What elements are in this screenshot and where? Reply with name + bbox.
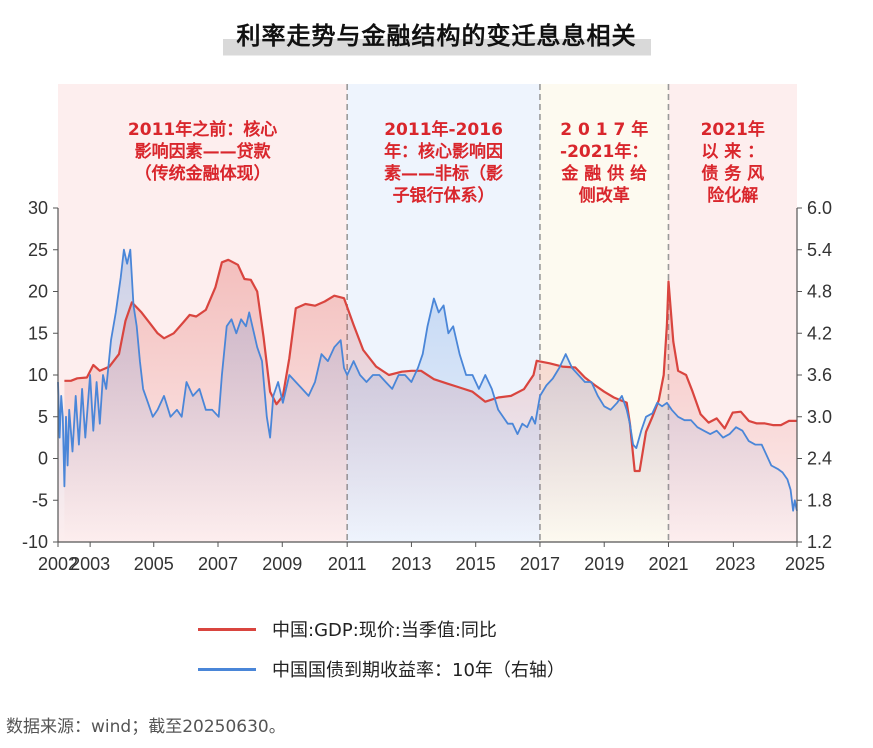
- series-lines: [57, 248, 798, 512]
- period-label-2-line-3: 素——非标（影: [384, 163, 503, 184]
- period-label-4-line-4: 险化解: [707, 185, 758, 206]
- y-left-tick-label: 15: [28, 323, 48, 343]
- y-right-tick-label: 1.8: [807, 490, 832, 510]
- x-tick-label: 2023: [715, 554, 755, 574]
- y-right-tick-label: 6.0: [807, 198, 832, 218]
- x-tick-label: 2019: [584, 554, 624, 574]
- legend-swatch-bond: [198, 667, 256, 671]
- period-label-2-line-4: 子银行体系）: [393, 185, 495, 206]
- y-right-tick-label: 4.8: [807, 282, 832, 302]
- chart-title-wrap: 利率走势与金融结构的变迁息息相关: [0, 14, 873, 57]
- y-right-tick-label: 2.4: [807, 449, 832, 469]
- period-label-1-line-2: 影响因素——贷款: [135, 141, 272, 162]
- x-tick-label: 2021: [648, 554, 688, 574]
- chart-title: 利率走势与金融结构的变迁息息相关: [222, 14, 651, 57]
- y-right-tick-label: 4.2: [807, 323, 832, 343]
- axes: 302520151050-5-106.05.44.84.23.63.02.41.…: [22, 198, 832, 574]
- x-tick-label: 2025: [785, 554, 825, 574]
- y-left-tick-label: -5: [32, 490, 48, 510]
- period-label-4-line-1: 2021年: [701, 119, 765, 140]
- period-label-1-line-1: 2011年之前：核心: [128, 119, 277, 140]
- y-right-tick-label: 3.0: [807, 407, 832, 427]
- legend-label-gdp: 中国:GDP:现价:当季值:同比: [272, 620, 497, 641]
- y-left-tick-label: -10: [22, 532, 48, 552]
- x-tick-label: 2009: [262, 554, 302, 574]
- x-tick-label: 2017: [520, 554, 560, 574]
- y-right-tick-label: 5.4: [807, 240, 832, 260]
- period-label-2-line-2: 年：核心影响因: [384, 141, 503, 162]
- period-label-3-line-1: 2 0 1 7 年: [560, 119, 648, 140]
- y-right-tick-label: 3.6: [807, 365, 832, 385]
- period-label-3-line-3: 金 融 供 给: [560, 163, 647, 184]
- x-tick-label: 2005: [134, 554, 174, 574]
- y-left-tick-label: 20: [28, 282, 48, 302]
- period-label-4-line-2: 以 来 ：: [701, 141, 764, 162]
- x-tick-label: 2003: [70, 554, 110, 574]
- y-right-tick-label: 1.2: [807, 532, 832, 552]
- y-left-tick-label: 25: [28, 240, 48, 260]
- series-line-bond: [57, 248, 798, 512]
- period-label-2-line-1: 2011年-2016: [384, 119, 503, 140]
- period-label-3-line-4: 侧改革: [579, 185, 630, 206]
- y-left-tick-label: 0: [38, 449, 48, 469]
- source-note: 数据来源：wind；截至20250630。: [6, 717, 286, 737]
- period-label-3-line-2: -2021年：: [560, 141, 648, 162]
- x-tick-label: 2007: [198, 554, 238, 574]
- period-label-4-line-3: 债 务 风: [701, 163, 764, 184]
- y-left-tick-label: 10: [28, 365, 48, 385]
- period-label-1-line-3: （传统金融体现）: [135, 163, 271, 184]
- legend-item-bond: 中国国债到期收益率：10年（右轴）: [198, 656, 565, 682]
- y-left-tick-label: 5: [38, 407, 48, 427]
- series-line-gdp: [64, 258, 797, 473]
- x-tick-label: 2015: [456, 554, 496, 574]
- legend-swatch-gdp: [198, 627, 256, 631]
- x-tick-label: 2013: [391, 554, 431, 574]
- y-left-tick-label: 30: [28, 198, 48, 218]
- legend-item-gdp: 中国:GDP:现价:当季值:同比: [198, 616, 497, 642]
- x-tick-label: 2011: [328, 554, 367, 574]
- x-tick-label: 2002: [38, 554, 78, 574]
- legend-label-bond: 中国国债到期收益率：10年（右轴）: [272, 660, 565, 681]
